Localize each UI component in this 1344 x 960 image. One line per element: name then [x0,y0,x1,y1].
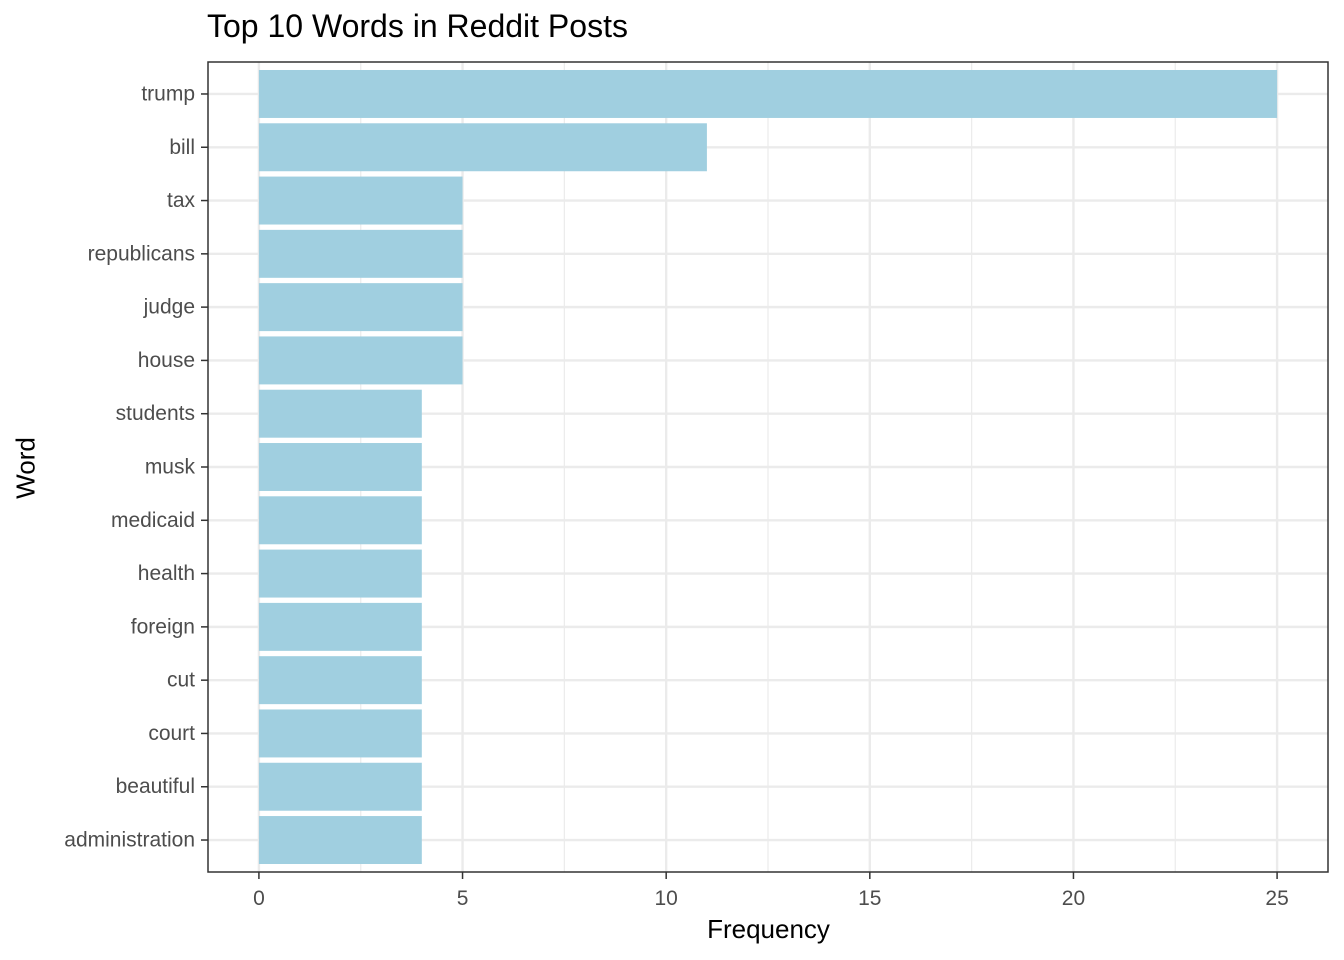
y-axis-title: Word [10,437,41,499]
y-tick-label: trump [141,82,195,105]
bar-administration [258,816,422,865]
bar-republicans [258,229,463,278]
bar-trump [258,69,1278,118]
x-tick-label: 20 [1062,887,1085,910]
bar-judge [258,283,463,332]
y-tick-label: court [148,722,195,745]
y-tick-label: judge [143,296,195,319]
y-tick-label: students [116,402,195,425]
y-tick-label: health [138,562,195,585]
bar-medicaid [258,496,422,545]
bar-beautiful [258,762,422,811]
y-tick-label: beautiful [116,775,195,798]
x-tick-label: 25 [1265,887,1288,910]
bar-foreign [258,602,422,651]
y-tick-label: tax [167,189,196,212]
y-tick-label: house [138,349,195,372]
y-tick-label: musk [145,456,196,479]
y-tick-label: bill [169,136,195,159]
x-tick-label: 5 [457,887,469,910]
y-tick-label: republicans [88,242,195,265]
x-axis-title: Frequency [707,914,830,944]
y-tick-label: foreign [131,615,195,638]
bar-house [258,336,463,385]
bar-musk [258,443,422,491]
bar-health [258,549,422,598]
y-tick-label: administration [64,829,195,852]
y-tick-label: cut [167,669,195,692]
bar-tax [258,176,463,225]
bar-students [258,389,422,438]
x-tick-label: 10 [655,887,678,910]
x-tick-label: 15 [858,887,881,910]
x-tick-label: 0 [253,887,265,910]
bar-court [258,709,422,758]
bar-bill [258,123,707,172]
y-tick-label: medicaid [111,509,195,532]
chart-title: Top 10 Words in Reddit Posts [207,8,628,44]
bar-cut [258,656,422,705]
